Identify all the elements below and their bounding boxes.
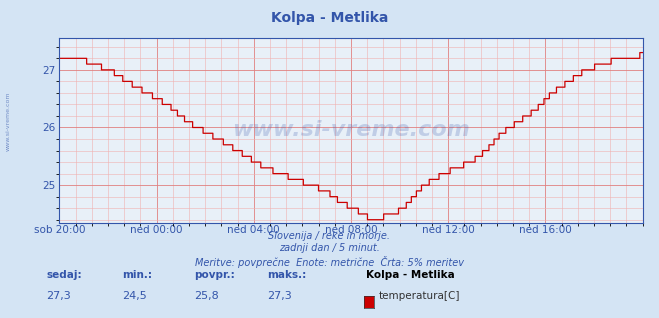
- Text: 25,8: 25,8: [194, 291, 219, 301]
- Text: 24,5: 24,5: [122, 291, 147, 301]
- Text: Kolpa - Metlika: Kolpa - Metlika: [366, 270, 455, 280]
- Text: Kolpa - Metlika: Kolpa - Metlika: [271, 11, 388, 25]
- Text: Meritve: povprečne  Enote: metrične  Črta: 5% meritev: Meritve: povprečne Enote: metrične Črta:…: [195, 256, 464, 268]
- Text: www.si-vreme.com: www.si-vreme.com: [5, 91, 11, 151]
- Text: Slovenija / reke in morje.: Slovenija / reke in morje.: [268, 231, 391, 240]
- Text: 27,3: 27,3: [46, 291, 71, 301]
- Text: maks.:: maks.:: [267, 270, 306, 280]
- Text: zadnji dan / 5 minut.: zadnji dan / 5 minut.: [279, 243, 380, 253]
- Text: www.si-vreme.com: www.si-vreme.com: [232, 121, 470, 140]
- Text: min.:: min.:: [122, 270, 152, 280]
- Text: povpr.:: povpr.:: [194, 270, 235, 280]
- Text: temperatura[C]: temperatura[C]: [379, 291, 461, 301]
- Text: sedaj:: sedaj:: [46, 270, 82, 280]
- Text: 27,3: 27,3: [267, 291, 292, 301]
